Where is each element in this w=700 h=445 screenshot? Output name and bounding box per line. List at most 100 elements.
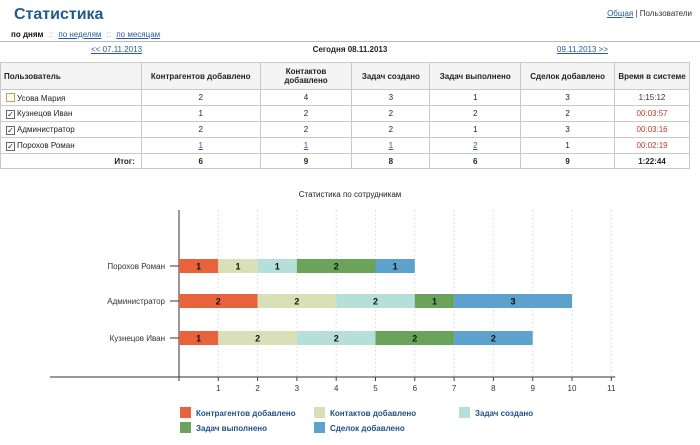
- x-tick-label: 5: [373, 384, 378, 393]
- users-link-active: Пользователи: [639, 9, 692, 18]
- tasks-done-link[interactable]: 2: [473, 141, 478, 150]
- legend-label: Сделок добавлено: [330, 424, 405, 433]
- total-time: 1:22:44: [614, 153, 690, 169]
- col-header-time: Время в системе: [614, 62, 690, 90]
- bar: [179, 259, 219, 273]
- total-contacts: 9: [259, 153, 353, 169]
- bar: [179, 294, 258, 308]
- bar: [414, 294, 455, 308]
- period-weeks-link[interactable]: по неделям: [58, 30, 102, 39]
- period-separator: ::: [48, 30, 54, 39]
- contacts-cell: 1: [259, 137, 353, 154]
- period-switcher: по дням :: по неделям :: по месяцам: [11, 30, 160, 39]
- table-row: Усова Мария 2 4 3 1 3 1:15:12: [0, 89, 690, 106]
- bar-value-label: 3: [511, 297, 516, 307]
- tasks-created-cell: 3: [351, 89, 431, 106]
- legend-swatch: [459, 407, 470, 418]
- bar-value-label: 1: [393, 262, 398, 272]
- legend-label: Контактов добавлено: [330, 409, 417, 418]
- time-cell: 00:02:19: [614, 137, 690, 154]
- legend-swatch: [180, 407, 191, 418]
- tasks-created-cell: 2: [351, 121, 431, 138]
- legend-swatch: [314, 422, 325, 433]
- bar-value-label: 2: [491, 334, 496, 344]
- category-label: Кузнецов Иван: [110, 334, 165, 343]
- category-label: Администратор: [107, 297, 165, 306]
- table-row: ✓ Порохов Роман 1 1 1 2 1 00:02:19: [0, 137, 690, 154]
- bar-value-label: 2: [412, 334, 417, 344]
- x-tick-label: 11: [607, 384, 616, 393]
- chart-title: Статистика по сотрудникам: [298, 190, 402, 199]
- total-label: Итог:: [0, 153, 142, 169]
- prev-day-link[interactable]: << 07.11.2013: [91, 45, 143, 54]
- user-name: Кузнецов Иван: [17, 108, 73, 118]
- user-checkbox[interactable]: ✓: [6, 109, 15, 119]
- time-cell: 00:03:16: [614, 121, 690, 138]
- bar: [454, 294, 572, 308]
- total-tasks-done: 6: [429, 153, 522, 169]
- statistics-table: Пользователь Контрагентов добавлено Конт…: [0, 62, 690, 169]
- deals-cell: 3: [520, 89, 616, 106]
- bar: [375, 259, 415, 273]
- contractors-link[interactable]: 1: [198, 141, 203, 150]
- next-day-link[interactable]: 09.11.2013 >>: [557, 45, 609, 54]
- x-tick-label: 2: [255, 384, 260, 393]
- bar-value-label: 2: [334, 334, 339, 344]
- x-tick-label: 6: [413, 384, 418, 393]
- date-navigation: << 07.11.2013 Сегодня 08.11.2013 09.11.2…: [0, 41, 700, 57]
- contacts-cell: 2: [259, 121, 353, 138]
- deals-cell: 1: [520, 137, 616, 154]
- general-link[interactable]: Общая: [607, 9, 634, 18]
- col-header-tasks-created: Задач создано: [351, 62, 431, 90]
- contacts-link[interactable]: 1: [303, 141, 309, 150]
- bar-value-label: 1: [275, 262, 280, 272]
- legend-item: Контактов добавлено: [314, 407, 416, 418]
- category-label: Порохов Роман: [107, 262, 165, 271]
- contractors-cell: 1: [140, 105, 261, 122]
- legend-item: Сделок добавлено: [314, 422, 405, 433]
- tasks-done-cell: 2: [429, 105, 522, 122]
- period-months-link[interactable]: по месяцам: [116, 30, 161, 39]
- user-checkbox[interactable]: ✓: [6, 125, 15, 135]
- total-deals: 9: [520, 153, 616, 169]
- time-cell: 00:03:57: [614, 105, 690, 122]
- user-cell: ✓ Кузнецов Иван: [0, 105, 142, 122]
- bar-value-label: 1: [196, 262, 201, 272]
- bar-value-label: 2: [216, 297, 221, 307]
- x-tick-label: 4: [334, 384, 339, 393]
- legend-label: Задач выполнено: [196, 424, 268, 433]
- view-links-separator: |: [635, 9, 638, 18]
- user-name: Порохов Роман: [17, 140, 75, 150]
- bar: [179, 331, 219, 345]
- x-tick-label: 9: [530, 384, 535, 393]
- bar-value-label: 2: [255, 334, 260, 344]
- bar: [218, 259, 258, 273]
- user-checkbox[interactable]: [6, 92, 15, 102]
- bar: [257, 294, 337, 308]
- deals-cell: 3: [520, 121, 616, 138]
- contractors-cell: 2: [140, 121, 261, 138]
- x-tick-label: 8: [491, 384, 496, 393]
- user-name: Усова Мария: [17, 93, 66, 103]
- x-tick-label: 7: [452, 384, 457, 393]
- bar: [218, 331, 297, 345]
- bar-value-label: 2: [334, 262, 339, 272]
- x-tick-label: 3: [295, 384, 300, 393]
- user-checkbox[interactable]: ✓: [6, 141, 15, 151]
- bar-value-label: 2: [294, 297, 299, 307]
- total-row: Итог: 6 9 8 6 9 1:22:44: [0, 153, 690, 169]
- deals-cell: 2: [520, 105, 616, 122]
- tasks-done-cell: 1: [429, 121, 522, 138]
- bar: [257, 259, 297, 273]
- table-row: ✓ Администратор 2 2 2 1 3 00:03:16: [0, 121, 690, 138]
- x-tick-label: 1: [216, 384, 221, 393]
- table-header-row: Пользователь Контрагентов добавлено Конт…: [0, 62, 690, 90]
- user-cell: ✓ Порохов Роман: [0, 137, 142, 154]
- period-days-active: по дням: [11, 30, 44, 39]
- legend-item: Задач создано: [459, 407, 533, 418]
- col-header-deals: Сделок добавлено: [520, 62, 616, 90]
- tasks-created-link[interactable]: 1: [388, 141, 394, 150]
- total-tasks-created: 8: [351, 153, 431, 169]
- bar-value-label: 1: [196, 334, 201, 344]
